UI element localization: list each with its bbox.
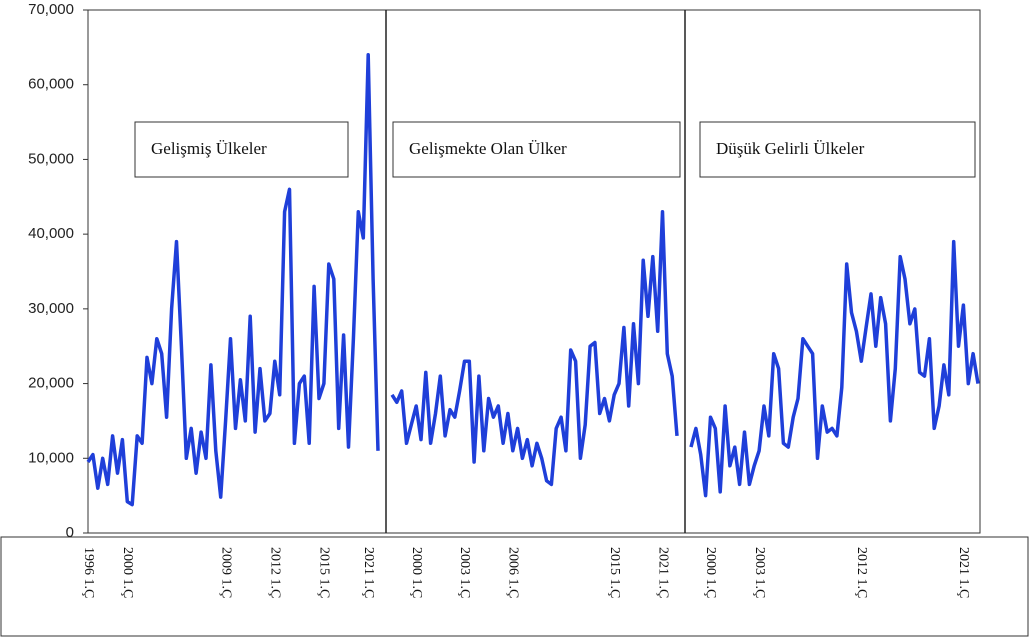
- panel-label: Gelişmekte Olan Ülker: [409, 139, 567, 158]
- x-tick-label: 2000 1.Ç: [120, 547, 135, 598]
- x-tick-label: 2015 1.Ç: [317, 547, 332, 598]
- y-tick-label: 40,000: [28, 225, 74, 242]
- y-tick-label: 20,000: [28, 375, 74, 392]
- panel-label-box: [699, 121, 976, 178]
- x-tick-label: 2012 1.Ç: [268, 547, 283, 598]
- panel-label: Gelişmiş Ülkeler: [151, 139, 267, 158]
- x-tick-label: 2000 1.Ç: [409, 547, 424, 598]
- data-line: [390, 209, 679, 487]
- plot-frame: [87, 9, 981, 534]
- x-tick-label: 2003 1.Ç: [752, 547, 767, 598]
- y-tick-label: 60,000: [28, 76, 74, 93]
- x-tick-label: 2003 1.Ç: [457, 547, 472, 598]
- x-tick-label: 1996 1.Ç: [81, 547, 96, 598]
- y-tick-label: 10,000: [28, 449, 74, 466]
- y-tick-label: 70,000: [28, 1, 74, 18]
- x-tick-label: 2021 1.Ç: [956, 547, 971, 598]
- panel-label-box: [392, 121, 681, 178]
- y-tick-label: 50,000: [28, 150, 74, 167]
- x-tick-label: 2015 1.Ç: [607, 547, 622, 598]
- x-tick-label: 2012 1.Ç: [854, 547, 869, 598]
- x-tick-label: 2000 1.Ç: [703, 547, 718, 598]
- x-tick-label: 2021 1.Ç: [655, 547, 670, 598]
- y-tick-label: 0: [66, 524, 74, 541]
- panel-label: Düşük Gelirli Ülkeler: [716, 139, 865, 158]
- panel-label-box: [134, 121, 349, 178]
- data-line: [86, 53, 380, 507]
- data-line: [689, 239, 980, 498]
- x-tick-label: 2006 1.Ç: [506, 547, 521, 598]
- x-tick-label: 2009 1.Ç: [218, 547, 233, 598]
- y-tick-label: 30,000: [28, 300, 74, 317]
- x-tick-label: 2021 1.Ç: [361, 547, 376, 598]
- x-label-box: [0, 536, 1029, 637]
